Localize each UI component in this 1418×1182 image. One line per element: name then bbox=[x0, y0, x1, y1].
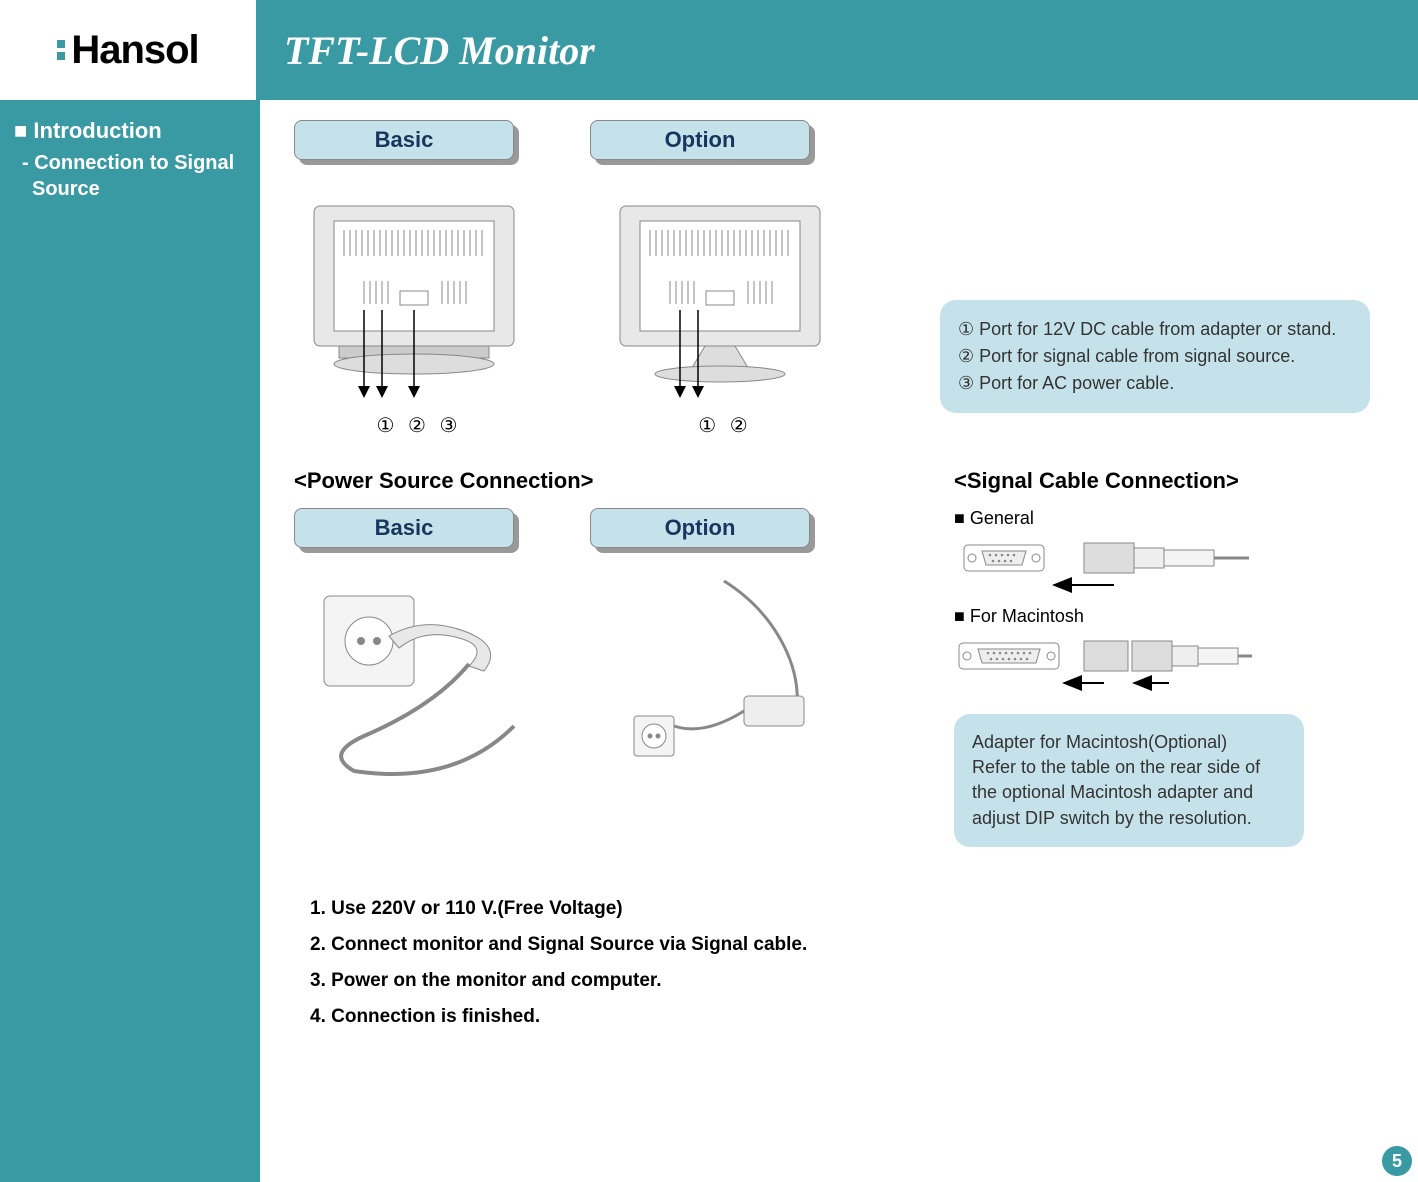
signal-general-label: ■ General bbox=[954, 508, 1384, 529]
port-desc-3: ③ Port for AC power cable. bbox=[958, 370, 1352, 397]
power-option-icon bbox=[594, 576, 854, 796]
pill-option2: Option bbox=[590, 508, 810, 548]
monitor-basic-icon bbox=[304, 196, 534, 406]
monitor-basic: ① ② ③ bbox=[294, 196, 544, 438]
pill-basic-wrap: Basic bbox=[294, 120, 514, 164]
sidebar-heading: ■ Introduction bbox=[14, 118, 246, 144]
main-content: Basic Option bbox=[260, 100, 1418, 1182]
signal-mac-label: ■ For Macintosh bbox=[954, 606, 1384, 627]
step-4: 4. Connection is finished. bbox=[310, 999, 1384, 1035]
step-3: 3. Power on the monitor and computer. bbox=[310, 963, 1384, 999]
brand-text: Hansol bbox=[71, 28, 198, 73]
signal-section: <Signal Cable Connection> ■ General bbox=[954, 468, 1384, 847]
signal-section-title: <Signal Cable Connection> bbox=[954, 468, 1384, 494]
logo-dots-icon bbox=[57, 40, 65, 60]
signal-general: ■ General bbox=[954, 508, 1384, 598]
step-1: 1. Use 220V or 110 V.(Free Voltage) bbox=[310, 891, 1384, 927]
monitor-option: ① ② bbox=[600, 196, 850, 438]
power-section-title: <Power Source Connection> bbox=[294, 468, 894, 494]
power-pill-row: Basic Option bbox=[294, 508, 894, 552]
steps-list: 1. Use 220V or 110 V.(Free Voltage) 2. C… bbox=[294, 891, 1384, 1035]
port-desc-2: ② Port for signal cable from signal sour… bbox=[958, 343, 1352, 370]
pill-option: Option bbox=[590, 120, 810, 160]
sidebar-subheading: - Connection to Signal Source bbox=[14, 150, 246, 202]
signal-general-icon bbox=[954, 533, 1254, 593]
logo: Hansol bbox=[57, 28, 198, 73]
port-labels-basic: ① ② ③ bbox=[294, 413, 544, 438]
port-description-box: ① Port for 12V DC cable from adapter or … bbox=[940, 300, 1370, 413]
port-desc-1: ① Port for 12V DC cable from adapter or … bbox=[958, 316, 1352, 343]
power-images bbox=[294, 576, 894, 796]
body: ■ Introduction - Connection to Signal So… bbox=[0, 100, 1418, 1182]
adapter-l2: Refer to the table on the rear side of bbox=[972, 755, 1286, 780]
pill-option2-wrap: Option bbox=[590, 508, 810, 552]
page-title: TFT-LCD Monitor bbox=[284, 27, 595, 74]
adapter-l1: Adapter for Macintosh(Optional) bbox=[972, 730, 1286, 755]
port-labels-option: ① ② bbox=[600, 413, 850, 438]
page-number: 5 bbox=[1382, 1146, 1412, 1176]
pill-basic: Basic bbox=[294, 120, 514, 160]
top-pill-row: Basic Option bbox=[294, 120, 1384, 164]
sidebar: ■ Introduction - Connection to Signal So… bbox=[0, 100, 260, 1182]
signal-mac-icon bbox=[954, 631, 1254, 691]
power-basic-icon bbox=[294, 576, 554, 796]
adapter-l3: the optional Macintosh adapter and bbox=[972, 780, 1286, 805]
header: Hansol TFT-LCD Monitor bbox=[0, 0, 1418, 100]
pill-basic2: Basic bbox=[294, 508, 514, 548]
pill-basic2-wrap: Basic bbox=[294, 508, 514, 552]
title-bar: TFT-LCD Monitor bbox=[260, 0, 1418, 100]
adapter-note: Adapter for Macintosh(Optional) Refer to… bbox=[954, 714, 1304, 847]
logo-box: Hansol bbox=[0, 0, 260, 100]
sections-row: <Power Source Connection> Basic Option bbox=[294, 468, 1384, 847]
signal-mac: ■ For Macintosh bbox=[954, 606, 1384, 696]
step-2: 2. Connect monitor and Signal Source via… bbox=[310, 927, 1384, 963]
power-section: <Power Source Connection> Basic Option bbox=[294, 468, 894, 847]
pill-option-wrap: Option bbox=[590, 120, 810, 164]
adapter-l4: adjust DIP switch by the resolution. bbox=[972, 806, 1286, 831]
monitor-option-icon bbox=[610, 196, 840, 406]
